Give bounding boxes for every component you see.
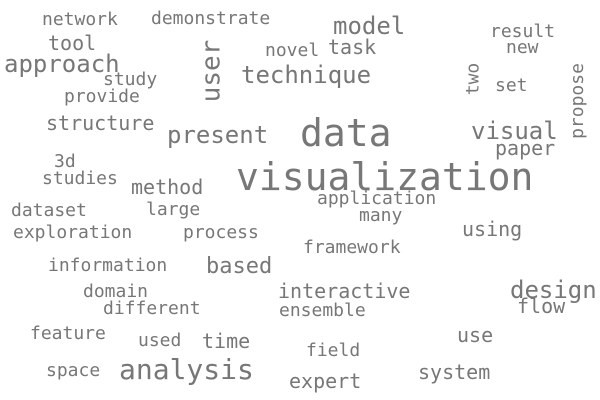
word-domain: domain — [83, 281, 149, 302]
word-design: design — [510, 276, 597, 304]
word-based: based — [206, 254, 273, 279]
word-data: data — [300, 111, 392, 155]
word-two: two — [462, 62, 484, 96]
word-demonstrate: demonstrate — [151, 8, 271, 29]
word-result: result — [490, 21, 556, 42]
word-large: large — [146, 199, 201, 220]
word-information: information — [48, 255, 168, 276]
word-technique: technique — [241, 61, 372, 89]
word-tool: tool — [48, 31, 97, 55]
word-structure: structure — [46, 111, 155, 135]
word-framework: framework — [303, 237, 401, 258]
word-study: study — [103, 69, 158, 90]
word-process: process — [183, 222, 259, 243]
word-use: use — [457, 323, 494, 347]
word-flow: flow — [517, 294, 566, 318]
word-many: many — [359, 205, 403, 226]
word-interactive: interactive — [278, 279, 411, 303]
word-time: time — [202, 329, 251, 353]
word-task: task — [328, 35, 377, 59]
word-provide: provide — [64, 86, 140, 107]
word-3d: 3d — [54, 151, 76, 172]
word-application: application — [317, 188, 437, 209]
word-ensemble: ensemble — [279, 300, 366, 321]
word-studies: studies — [42, 168, 118, 189]
word-exploration: exploration — [13, 222, 133, 243]
word-visualization: visualization — [236, 155, 534, 199]
word-paper: paper — [495, 136, 556, 160]
word-set: set — [495, 75, 528, 96]
word-system: system — [418, 360, 491, 384]
word-dataset: dataset — [11, 200, 87, 221]
word-novel: novel — [265, 40, 320, 61]
word-feature: feature — [30, 323, 106, 344]
word-space: space — [46, 360, 101, 381]
word-network: network — [42, 9, 118, 30]
word-different: different — [103, 298, 201, 319]
word-expert: expert — [289, 369, 362, 393]
word-method: method — [131, 175, 204, 199]
word-analysis: analysis — [119, 353, 254, 386]
word-visual: visual — [471, 117, 558, 145]
word-field: field — [306, 340, 361, 361]
word-using: using — [462, 217, 523, 241]
word-present: present — [167, 121, 269, 149]
word-user: user — [196, 39, 227, 103]
word-model: model — [333, 12, 406, 40]
word-used: used — [138, 330, 182, 351]
word-propose: propose — [566, 63, 588, 139]
word-new: new — [506, 37, 539, 58]
word-approach: approach — [4, 50, 120, 78]
